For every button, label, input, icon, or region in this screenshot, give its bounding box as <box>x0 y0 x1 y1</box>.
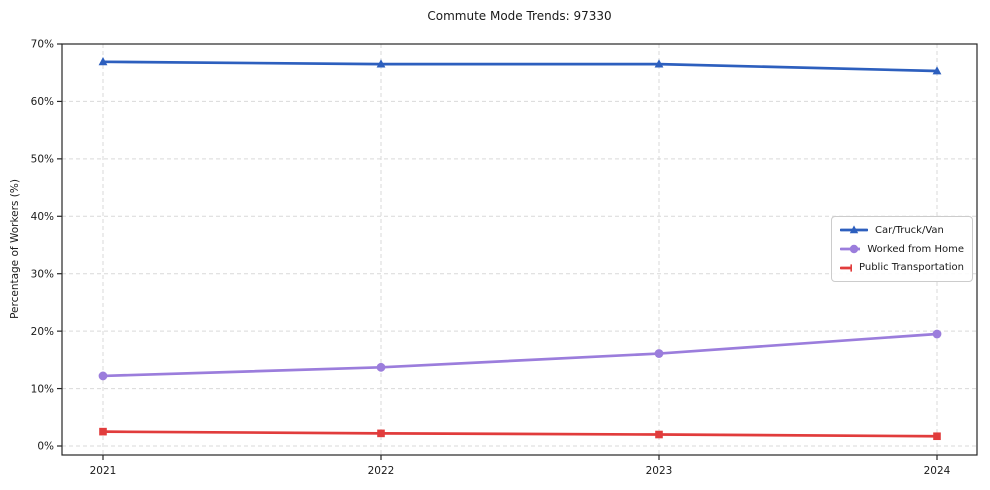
series-line-public-transportation <box>101 430 939 438</box>
y-tick-label-50: 50% <box>31 154 54 166</box>
series-line-worked-from-home <box>101 332 939 378</box>
y-tick-label-0: 0% <box>37 441 54 453</box>
legend-label-worked-from-home: Worked from Home <box>867 243 964 255</box>
legend-triangle-sample-icon <box>840 225 868 234</box>
square-marker <box>377 429 385 438</box>
square-marker <box>850 264 853 272</box>
chart-legend: Car/Truck/Van Worked from Home Public Tran… <box>831 216 973 282</box>
legend-label-public-transportation: Public Transportation <box>859 262 964 274</box>
circle-marker <box>654 349 664 358</box>
legend-item-public-transportation: Public Transportation <box>840 258 964 277</box>
triangle-marker <box>849 225 859 234</box>
y-tick-label-20: 20% <box>31 326 54 338</box>
legend-circle-sample-icon <box>840 244 861 254</box>
triangle-marker <box>98 57 108 66</box>
legend-item-worked-from-home: Worked from Home <box>840 240 964 259</box>
circle-marker <box>98 371 108 381</box>
circle-marker <box>849 244 859 254</box>
legend-square-sample-icon <box>840 264 853 272</box>
x-tick-label-2022: 2022 <box>368 465 395 477</box>
chart-title: Commute Mode Trends: 97330 <box>427 9 612 23</box>
square-marker <box>655 430 663 439</box>
triangle-marker <box>376 59 386 68</box>
y-tick-label-70: 70% <box>31 39 54 51</box>
y-tick-label-40: 40% <box>31 211 54 223</box>
y-tick-label-30: 30% <box>31 268 54 280</box>
y-tick-label-10: 10% <box>31 383 54 395</box>
circle-marker <box>932 329 942 339</box>
triangle-marker <box>932 66 942 75</box>
plot-area <box>62 44 977 455</box>
triangle-marker <box>654 59 664 68</box>
square-marker <box>99 427 107 436</box>
legend-item-car-truck-van: Car/Truck/Van <box>840 221 964 240</box>
square-marker <box>933 432 941 441</box>
y-axis-label: Percentage of Workers (%) <box>9 179 21 319</box>
y-tick-label-60: 60% <box>31 96 54 108</box>
x-tick-label-2023: 2023 <box>646 465 673 477</box>
circle-marker <box>376 362 386 372</box>
x-tick-label-2024: 2024 <box>924 465 951 477</box>
legend-label-car-truck-van: Car/Truck/Van <box>875 224 944 236</box>
axes-box <box>61 43 978 456</box>
x-tick-label-2021: 2021 <box>90 465 117 477</box>
series-line-car-truck-van <box>101 60 939 73</box>
